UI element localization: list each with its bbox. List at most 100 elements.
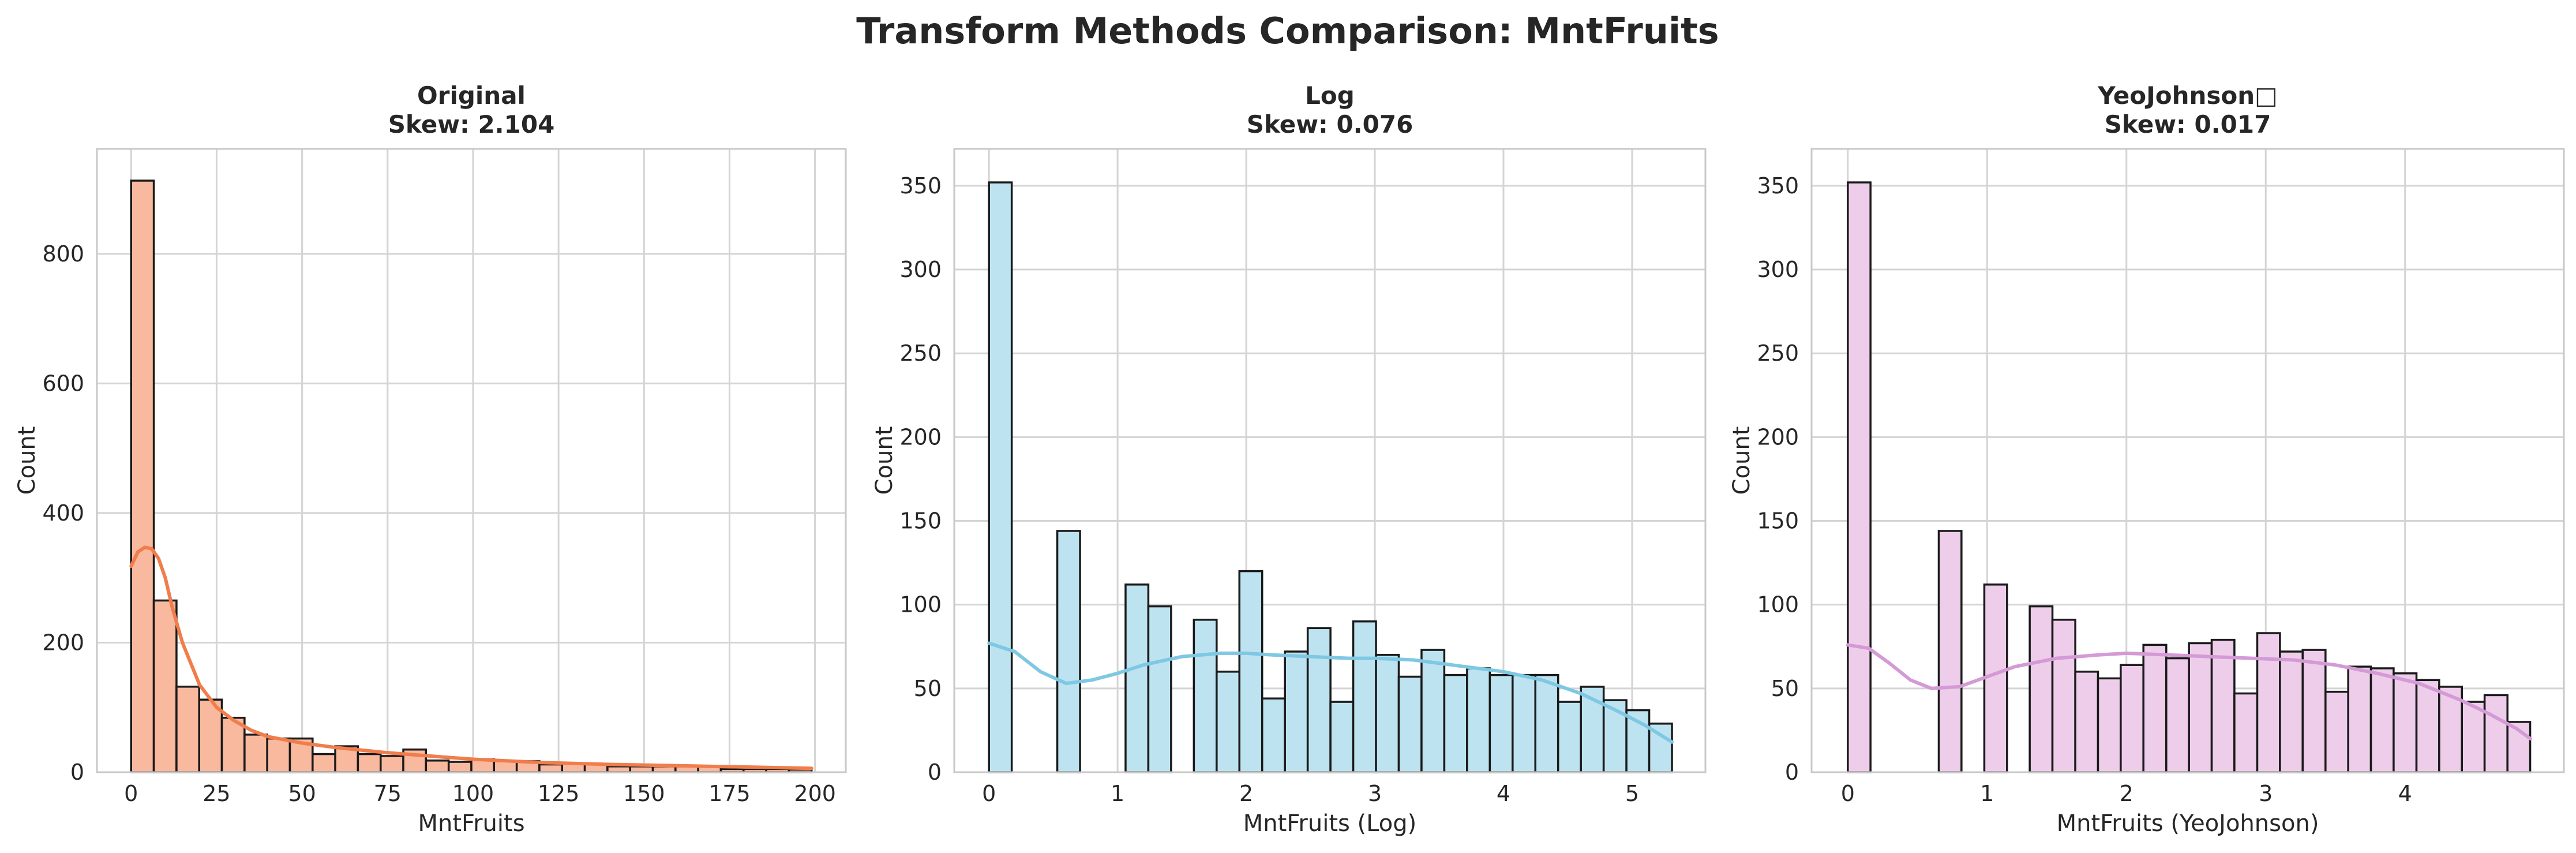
histogram-bar [1238,570,1263,773]
x-tick-label: 4 [1497,781,1510,806]
y-axis-label: Count [14,426,40,495]
y-tick-label: 250 [899,341,942,366]
panel-subtitle: Skew: 2.104 [388,110,555,139]
plot-frame [953,148,1707,773]
y-tick-label: 300 [1757,257,1799,282]
x-axis-label: MntFruits (YeoJohnson) [2057,810,2319,837]
histogram-bars [988,181,1673,773]
histogram-bar [1261,697,1286,773]
histogram-bars [130,179,813,773]
y-tick-label: 100 [1757,592,1799,618]
figure-title: Transform Methods Comparison: MntFruits [856,10,1719,52]
y-tick-label: 600 [42,371,84,396]
histogram-bar [1983,583,2008,773]
y-tick-label: 200 [1757,424,1799,450]
y-tick-label: 200 [42,630,84,655]
histogram-bar [2369,667,2395,773]
histogram-bar [1488,674,1514,773]
histogram-bar [1847,181,1872,773]
tick-labels: 0 25 50 75 100 125 150 175 200 0 200 400 600 800 [42,241,835,806]
histogram-bar [425,760,450,773]
histogram-bar [2188,642,2213,773]
histogram-bars [1847,181,2532,773]
x-tick-label: 1 [1980,781,1994,806]
x-tick-label: 0 [982,781,996,806]
panel-yeojohnson: YeoJohnson□ Skew: 0.017 MntFruits (YeoJo… [1728,81,2565,837]
histogram-bar [2324,690,2349,773]
histogram-bar [1193,619,1218,773]
histogram-bar [629,765,654,773]
panel-subtitle: Skew: 0.017 [2105,110,2271,139]
histogram-bar [1056,530,1081,773]
x-tick-label: 3 [2259,781,2273,806]
histogram-bar [1306,627,1332,773]
y-tick-label: 150 [1757,508,1799,534]
histogram-bar [1352,620,1377,773]
y-tick-label: 50 [914,676,942,701]
x-tick-label: 50 [288,781,316,806]
histogram-bar [1466,667,1491,773]
histogram-bar [2256,632,2281,773]
histogram-bar [2074,671,2099,773]
histogram-bar [2461,701,2486,773]
histogram-bar [2210,638,2236,773]
y-tick-label: 100 [899,592,942,618]
x-tick-label: 0 [1841,781,1855,806]
x-tick-label: 2 [1239,781,1253,806]
y-axis-label: Count [1728,426,1755,495]
kde-line [987,641,1674,744]
histogram-bar [2483,694,2508,773]
histogram-bar [2438,686,2463,773]
histogram-bar [2233,692,2259,773]
histogram-bar [1375,654,1400,773]
histogram-bar [2028,605,2054,773]
histogram-bar [1147,605,1172,773]
y-tick-label: 0 [928,760,942,785]
panel-log: Log Skew: 0.076 MntFruits (Log) Count 0 1… [871,81,1707,837]
histogram-bar [243,734,268,773]
panel-title: Log [1305,81,1355,110]
x-axis-label: MntFruits (Log) [1243,810,1416,837]
histogram-bar [2347,665,2372,773]
histogram-bar [175,686,200,773]
histogram-bar [2393,672,2418,773]
kde-line [129,545,813,770]
histogram-bar [130,179,155,773]
histogram-bar [2279,650,2304,773]
x-tick-label: 1 [1111,781,1124,806]
histogram-bar [1329,701,1355,773]
y-axis-label: Count [871,426,898,495]
histogram-bar [1420,649,1446,773]
histogram-bar [1284,650,1309,773]
histogram-bar [152,599,178,773]
y-tick-label: 200 [899,424,942,450]
plot-frame [1810,148,2565,773]
histogram-bar [538,763,563,773]
plot-frame [96,148,847,773]
panel-title: Original [417,81,526,110]
histogram-bar [2165,657,2190,773]
histogram-bar [1937,530,1963,773]
histogram-bar [1443,674,1468,773]
histogram-bar [1557,701,1582,773]
y-tick-label: 400 [42,500,84,526]
y-tick-label: 800 [42,241,84,267]
y-tick-label: 0 [70,760,84,785]
y-tick-label: 0 [1785,760,1799,785]
histogram-bar [266,737,291,773]
histogram-bar [2120,664,2144,773]
y-tick-label: 150 [899,508,942,534]
x-tick-label: 125 [538,781,580,806]
panel-original: Original Skew: 2.104 MntFruits Count 0 25… [14,81,847,837]
histogram-bar [2142,644,2168,773]
y-tick-label: 350 [899,173,942,199]
histogram-bar [1397,675,1423,773]
histogram-bar [1216,671,1241,773]
histogram-bar [2051,619,2076,773]
x-tick-label: 4 [2398,781,2412,806]
y-tick-label: 350 [1757,173,1799,199]
y-tick-label: 50 [1771,676,1799,701]
x-tick-label: 25 [203,781,230,806]
